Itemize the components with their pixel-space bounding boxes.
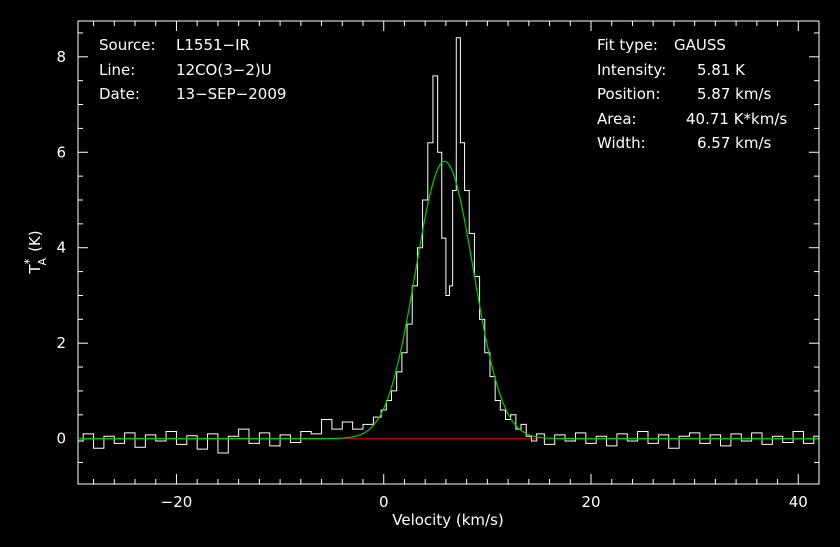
info-line-label: Line:: [99, 61, 135, 79]
x-tick-label: 20: [581, 493, 600, 511]
x-axis-tick-labels: −20 0 20 40: [161, 493, 808, 511]
fit-type-label: Fit type:: [597, 36, 658, 54]
spectrum-line: [78, 37, 819, 454]
y-axis-tick-labels: 0 2 4 6 8: [56, 48, 66, 448]
svg-text:T*A(K): T*A (K): [22, 230, 49, 274]
y-axis-title-sup: *: [22, 258, 36, 264]
x-tick-label: 40: [789, 493, 808, 511]
info-date-label: Date:: [99, 85, 140, 103]
fit-area-value: 40.71 K*km/s: [686, 110, 787, 128]
y-tick-label: 0: [56, 430, 66, 448]
y-axis-title-sub: A: [36, 257, 49, 265]
fit-position-value: 5.87 km/s: [697, 85, 772, 103]
plot-frame: [77, 20, 820, 485]
y-tick-label: 6: [56, 143, 66, 161]
gaussian-fit-line: [78, 160, 818, 440]
y-axis-title: T*A (K): [22, 230, 49, 274]
info-block-right: Fit type: GAUSS Intensity: 5.81 K Positi…: [597, 36, 787, 152]
x-tick-label: −20: [161, 493, 193, 511]
y-tick-label: 2: [56, 334, 66, 352]
info-source-value: L1551−IR: [176, 36, 250, 54]
fit-type-value: GAUSS: [674, 36, 726, 54]
fit-intensity-value: 5.81 K: [697, 61, 746, 79]
x-tick-label: 0: [379, 493, 389, 511]
info-line-value: 12CO(3−2)U: [176, 61, 272, 79]
x-axis-title: Velocity (km/s): [392, 511, 503, 529]
y-axis-title-symbol: T: [26, 264, 44, 275]
x-axis-ticks: [93, 21, 820, 484]
info-date-value: 13−SEP−2009: [176, 85, 286, 103]
fit-width-label: Width:: [597, 134, 646, 152]
info-block-left: Source: L1551−IR Line: 12CO(3−2)U Date: …: [99, 36, 286, 103]
info-source-label: Source:: [99, 36, 156, 54]
fit-width-value: 6.57 km/s: [697, 134, 772, 152]
y-tick-label: 4: [56, 239, 66, 257]
fit-intensity-label: Intensity:: [597, 61, 666, 79]
y-axis-title-unit: (K): [26, 230, 44, 252]
y-tick-label: 8: [56, 48, 66, 66]
fit-position-label: Position:: [597, 85, 660, 103]
fit-area-label: Area:: [597, 110, 637, 128]
